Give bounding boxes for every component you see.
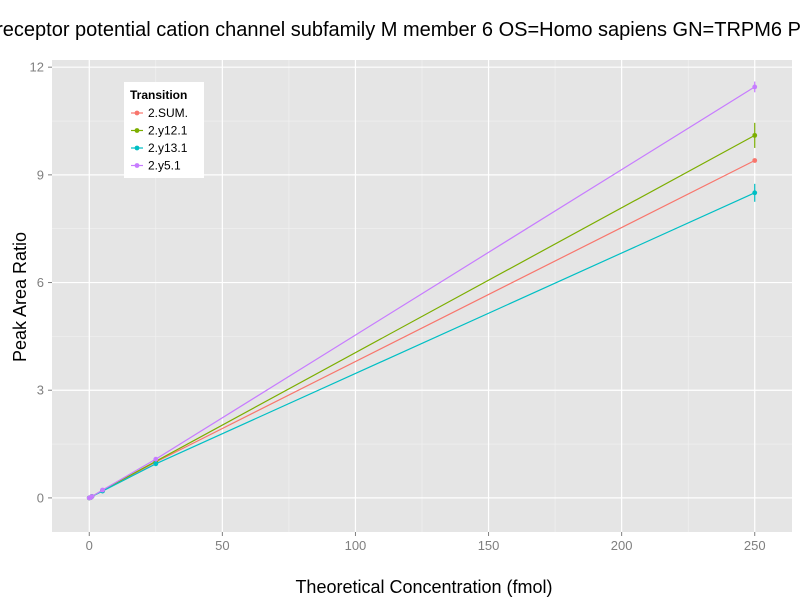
data-point <box>100 487 105 493</box>
y-tick-label: 6 <box>37 275 44 290</box>
x-tick-label: 250 <box>744 538 766 553</box>
legend-key-point <box>134 128 140 133</box>
data-point <box>153 461 159 467</box>
series-layer <box>86 81 758 501</box>
x-tick-label: 100 <box>345 538 367 553</box>
legend-key-point <box>134 145 140 151</box>
x-axis: 0 50 100 150 200 250 <box>86 532 766 553</box>
x-tick-label: 50 <box>215 538 229 553</box>
x-tick-label: 150 <box>478 538 500 553</box>
legend-key-point <box>134 163 140 168</box>
data-point <box>89 494 95 499</box>
y-tick-label: 0 <box>37 490 44 505</box>
y-axis-label: Peak Area Ratio <box>10 232 30 362</box>
data-point <box>153 456 159 462</box>
y-tick-label: 12 <box>30 60 44 75</box>
chart-title: Transient receptor potential cation chan… <box>0 19 800 41</box>
legend-item-label: 2.y12.1 <box>148 124 188 138</box>
y-tick-label: 9 <box>37 167 44 182</box>
legend-item-label: 2.y5.1 <box>148 159 181 173</box>
legend-title: Transition <box>130 88 187 102</box>
legend-item-label: 2.SUM. <box>148 106 188 120</box>
y-axis: 0 3 6 9 12 <box>30 60 52 505</box>
y-tick-label: 3 <box>37 383 44 398</box>
legend-item-label: 2.y13.1 <box>148 141 188 155</box>
legend: Transition 2.SUM. 2.y12.1 2.y13.1 2.y5.1 <box>124 82 204 178</box>
legend-items: 2.SUM. 2.y12.1 2.y13.1 2.y5.1 <box>131 106 188 173</box>
x-tick-label: 0 <box>86 538 93 553</box>
x-tick-label: 200 <box>611 538 633 553</box>
series-2.y5.1 <box>86 81 758 501</box>
legend-key-point <box>134 110 140 116</box>
data-point <box>752 158 758 163</box>
x-axis-label: Theoretical Concentration (fmol) <box>295 577 552 597</box>
